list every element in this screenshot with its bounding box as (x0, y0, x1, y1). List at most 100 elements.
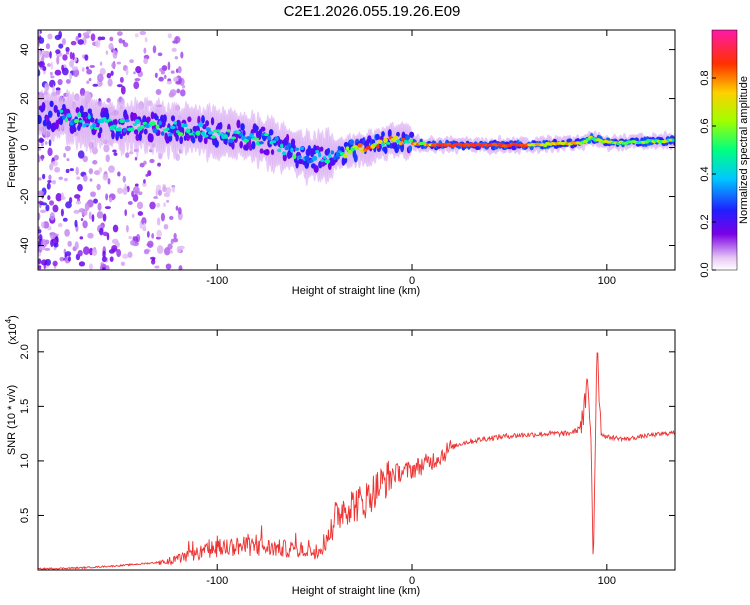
spectrogram-noise-blob (47, 63, 51, 67)
spectrogram-band (146, 116, 151, 123)
spectrogram-noise-blob (38, 147, 42, 151)
spectrogram-noise-blob (50, 75, 55, 79)
spectrogram-noise-blob (146, 230, 150, 238)
spectrogram-noise-blob (111, 244, 118, 252)
spectrogram-noise-blob (117, 187, 123, 195)
spectrogram-noise-blob (179, 89, 186, 97)
spectrogram-noise-blob (166, 199, 170, 203)
spectrogram-band (342, 156, 348, 164)
spectrogram-band (99, 127, 103, 134)
spectrogram-core (177, 132, 184, 136)
spectrogram-core (328, 154, 332, 159)
spectrogram-noise-blob (163, 202, 166, 208)
spectrogram-band (132, 112, 138, 122)
spectrogram-band (408, 145, 413, 152)
spectrogram-noise-blob (158, 76, 164, 82)
spectrogram-core (304, 155, 310, 161)
spectrogram-noise-blob (48, 174, 52, 181)
spectrogram-noise-blob (155, 188, 158, 197)
spectrogram-noise-blob (61, 64, 64, 72)
spectrogram-band (138, 131, 142, 141)
spectrogram-noise-blob (52, 204, 59, 213)
spectrogram-noise-blob (61, 192, 64, 199)
spectrogram-noise-blob (41, 221, 45, 229)
spectrogram-noise-blob (65, 46, 70, 53)
spectrogram-noise-blob (169, 250, 173, 254)
spectrogram-band (387, 128, 392, 138)
spectrogram-core (61, 115, 67, 120)
spectrogram-noise-blob (84, 202, 90, 211)
spectrogram-noise-blob (99, 61, 103, 66)
spectrogram-core (185, 128, 191, 134)
spectrogram-noise-blob (40, 239, 48, 248)
spectrogram-noise-blob (89, 178, 93, 182)
snr-frame (37, 329, 676, 571)
spectrogram-band (381, 131, 385, 138)
spectrogram-noise-blob (77, 249, 83, 257)
spectrogram-noise-blob (54, 69, 62, 76)
spectrogram-noise-blob (177, 207, 182, 215)
spectrogram-noise-blob (111, 62, 116, 69)
colorbar-tick-label: 0.6 (699, 118, 711, 133)
spectrogram-core (165, 127, 170, 131)
spectrogram-noise-blob (102, 267, 106, 270)
spectrogram-noise-blob (157, 189, 162, 196)
spectrogram-band (307, 145, 311, 152)
spectrogram-band (295, 159, 299, 169)
spectrogram-band (205, 120, 210, 127)
spectrogram-noise-blob (103, 144, 110, 153)
spectrogram-core (74, 118, 80, 124)
spectrogram-core (318, 152, 322, 158)
spectrogram-noise-blob (166, 80, 173, 85)
spectrogram-noise-blob (45, 204, 50, 212)
spectrogram-band (201, 115, 205, 124)
snr-axes: -100 0 100 0.5 1.0 1.5 2.0 (19, 330, 675, 587)
spectrogram-noise-blob (112, 149, 117, 153)
spectrogram-noise-blob (83, 174, 88, 182)
spectrogram-core (122, 127, 127, 133)
spectrogram-noise-blob (52, 180, 56, 185)
spectrogram-band (202, 124, 207, 130)
snr-multiplier: (x104) (4, 315, 19, 345)
spectrogram-xlabel: Height of straight line (km) (292, 285, 420, 297)
spectrogram-noise-blob (170, 70, 175, 74)
spectrogram-noise-blob (49, 79, 56, 88)
spectrogram-noise-blob (55, 87, 61, 91)
spectrogram-core (272, 140, 277, 144)
spectrogram-noise-blob (69, 168, 74, 172)
spectrogram-noise-blob (139, 30, 147, 36)
spectrogram-noise-blob (112, 50, 118, 59)
spectrogram-band (239, 141, 244, 149)
spectrogram-core (205, 127, 211, 132)
spectrogram-noise-blob (143, 249, 150, 255)
spectrogram-noise-blob (155, 236, 161, 240)
spectrogram-noise-blob (90, 33, 96, 42)
spectrogram-panel: -100 0 100 -40 -20 0 20 40 Height of straight l… (6, 29, 676, 297)
spectrogram-noise-blob (38, 49, 42, 59)
spectrogram-core (216, 129, 221, 133)
spectrogram-noise-blob (74, 219, 78, 228)
spectrogram-noise-blob (67, 240, 72, 247)
spectrogram-noise-blob (157, 52, 163, 57)
spectrogram-noise-blob (72, 52, 75, 61)
spectrogram-noise-blob (49, 200, 55, 206)
spectrogram-noise-blob (92, 83, 99, 87)
spectrogram-noise-blob (79, 236, 84, 240)
spectrogram-noise-blob (75, 166, 79, 176)
spectrogram-band (154, 115, 159, 121)
spectrogram-noise-blob (154, 265, 160, 269)
spectrogram-core (152, 128, 158, 134)
spectrogram-noise-blob (128, 235, 132, 240)
spectrogram-noise-blob (99, 227, 104, 236)
spectrogram-noise-blob (38, 30, 41, 37)
spectrogram-noise-blob (82, 32, 90, 37)
spectrogram-band (46, 120, 52, 130)
spectrogram-band (148, 133, 154, 143)
spectrogram-noise-blob (57, 223, 63, 228)
spectrogram-noise-blob (74, 209, 79, 214)
spectrogram-core (87, 114, 91, 120)
spectrogram-core (408, 138, 414, 143)
spectrogram-core (315, 150, 320, 154)
spectrogram-band (191, 136, 196, 144)
spectrogram-noise-blob (163, 223, 169, 230)
